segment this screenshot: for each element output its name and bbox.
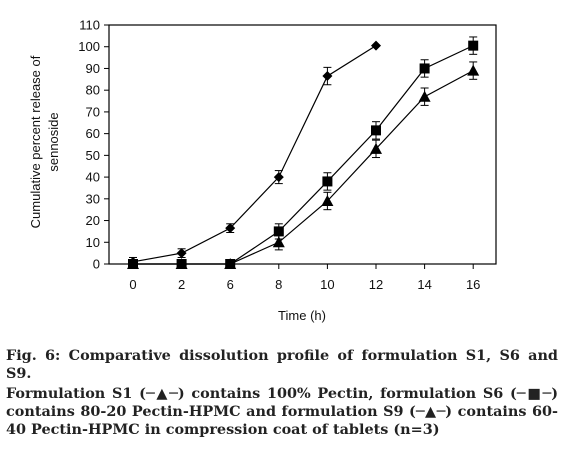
x-tick-label: 6: [227, 277, 234, 292]
figure-caption: Fig. 6: Comparative dissolution profile …: [6, 347, 558, 439]
caption-figure-title: Fig. 6: Comparative dissolution profile …: [6, 347, 558, 382]
dissolution-chart: 0 10 20 30 40 50 60 70 80 90 100 110 0 2 6 8 10 12 14 16 Cu…: [28, 18, 497, 323]
y-tick-label: 110: [79, 18, 100, 33]
data-point-triangle: [175, 258, 188, 269]
y-tick-label: 90: [86, 61, 100, 76]
data-point-square: [322, 176, 333, 187]
series-line-square: [133, 45, 474, 265]
x-tick-label: 2: [178, 277, 185, 292]
data-point-triangle: [127, 258, 139, 269]
data-point-diamond: [176, 248, 187, 259]
y-axis-label-line-2: sennoside: [46, 112, 61, 171]
data-point-triangle: [467, 64, 480, 76]
y-tick-label: 20: [86, 213, 100, 228]
plot-area: 0 10 20 30 40 50 60 70 80 90 100 110 0 2 6 8 10 12 14 16: [78, 18, 497, 292]
y-tick-label: 60: [86, 126, 100, 141]
series-line-diamond: [132, 45, 377, 263]
data-point-diamond: [225, 223, 236, 234]
x-tick-label: 10: [320, 277, 334, 292]
y-tick-label: 0: [93, 257, 100, 272]
data-point-diamond: [273, 172, 284, 183]
data-point-triangle: [370, 142, 382, 154]
y-tick-label: 100: [78, 39, 100, 54]
plot-frame: [108, 24, 497, 265]
y-tick-label: 30: [86, 191, 100, 206]
data-point-square: [419, 63, 430, 74]
x-tick-label: 8: [275, 277, 282, 292]
x-axis-label: Time (h): [278, 308, 326, 323]
data-point-diamond: [371, 40, 381, 51]
data-point-square: [273, 226, 284, 237]
y-tick-label: 40: [86, 170, 100, 185]
data-point-square: [371, 125, 381, 136]
y-axis-label-line-1: Cumulative percent release of: [28, 55, 43, 228]
x-tick-label: 14: [417, 277, 431, 292]
data-point-triangle: [418, 90, 431, 102]
x-tick-label: 0: [129, 277, 136, 292]
y-tick-label: 10: [86, 235, 100, 250]
y-tick-label: 70: [86, 104, 100, 119]
x-tick-label: 16: [466, 277, 480, 292]
data-point-triangle: [224, 258, 237, 269]
y-tick-label: 80: [86, 83, 100, 98]
x-tick-label: 12: [369, 277, 383, 292]
data-point-triangle: [272, 236, 285, 248]
data-point-square: [468, 40, 479, 51]
data-point-diamond: [322, 71, 333, 82]
y-tick-label: 50: [86, 148, 100, 163]
series-line-triangle: [133, 70, 474, 265]
data-point-triangle: [321, 194, 334, 206]
caption-legend-description: Formulation S1 (─▲─) contains 100% Pecti…: [6, 385, 558, 438]
